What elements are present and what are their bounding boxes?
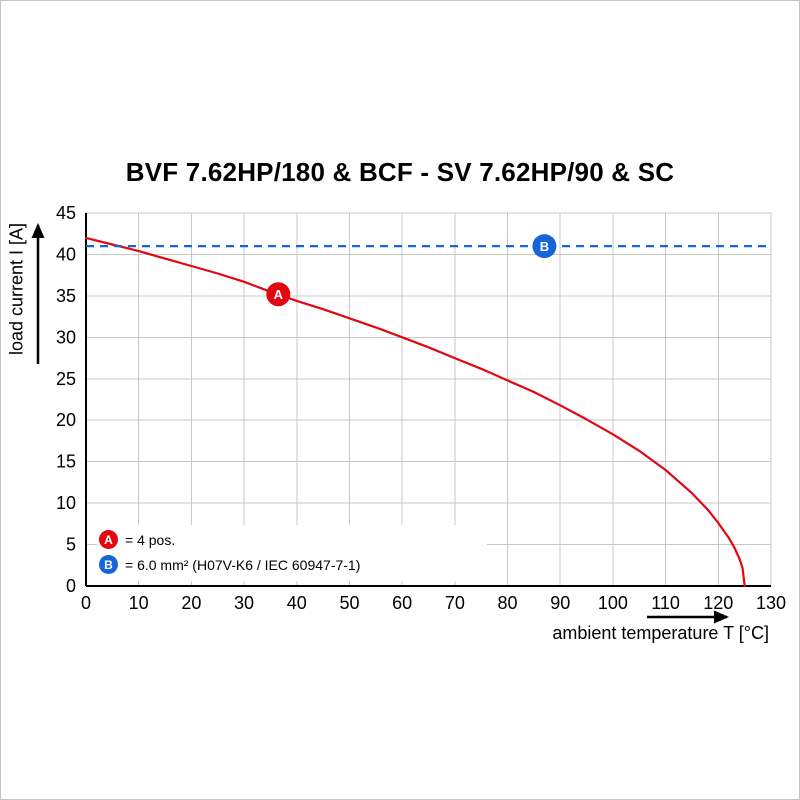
legend-marker-a-icon: A [99, 530, 118, 549]
y-tick-label: 35 [56, 286, 76, 306]
legend-label-b: = 6.0 mm² (H07V-K6 / IEC 60947-7-1) [125, 556, 361, 573]
y-tick-label: 25 [56, 369, 76, 389]
legend-label-a: = 4 pos. [125, 531, 176, 548]
x-tick-label: 110 [651, 593, 680, 613]
x-tick-label: 100 [598, 593, 628, 613]
legend-item-b: B = 6.0 mm² (H07V-K6 / IEC 60947-7-1) [99, 552, 481, 577]
x-tick-label: 120 [703, 593, 733, 613]
marker-b-icon [532, 234, 557, 259]
axes [85, 213, 771, 587]
legend-item-a: A = 4 pos. [99, 527, 481, 552]
y-tick-label: 40 [56, 244, 76, 264]
chart-title: BVF 7.62HP/180 & BCF - SV 7.62HP/90 & SC [125, 157, 675, 187]
x-tick-label: 50 [339, 593, 359, 613]
tick-labels: 0 10 20 30 40 50 60 70 80 90 100 110 120 130 0 5 10 15 20 2… [56, 203, 786, 613]
series-lines [84, 236, 771, 588]
y-tick-label: 30 [56, 327, 76, 347]
x-tick-label: 60 [392, 593, 412, 613]
series-curve-a [84, 236, 746, 588]
y-tick-label: 5 [66, 535, 76, 555]
x-tick-label: 30 [234, 593, 254, 613]
marker-b-letter: B [540, 239, 549, 254]
x-tick-label: 0 [81, 593, 91, 613]
y-tick-label: 45 [56, 203, 76, 223]
x-axis-label: ambient temperature T [°C] [552, 623, 769, 643]
y-tick-label: 0 [66, 576, 76, 596]
y-tick-label: 15 [56, 452, 76, 472]
x-tick-label: 40 [287, 593, 307, 613]
series-markers: AB [266, 234, 557, 307]
y-tick-label: 20 [56, 410, 76, 430]
marker-a-icon [266, 282, 291, 307]
legend: A = 4 pos. B = 6.0 mm² (H07V-K6 / IEC 60… [97, 525, 487, 581]
x-tick-label: 20 [181, 593, 201, 613]
x-tick-label: 130 [756, 593, 786, 613]
legend-marker-b-icon: B [99, 555, 118, 574]
x-tick-label: 80 [498, 593, 518, 613]
x-tick-label: 90 [550, 593, 570, 613]
y-tick-label: 10 [56, 493, 76, 513]
marker-a-letter: A [274, 287, 284, 302]
x-tick-label: 10 [129, 593, 149, 613]
x-tick-label: 70 [445, 593, 465, 613]
